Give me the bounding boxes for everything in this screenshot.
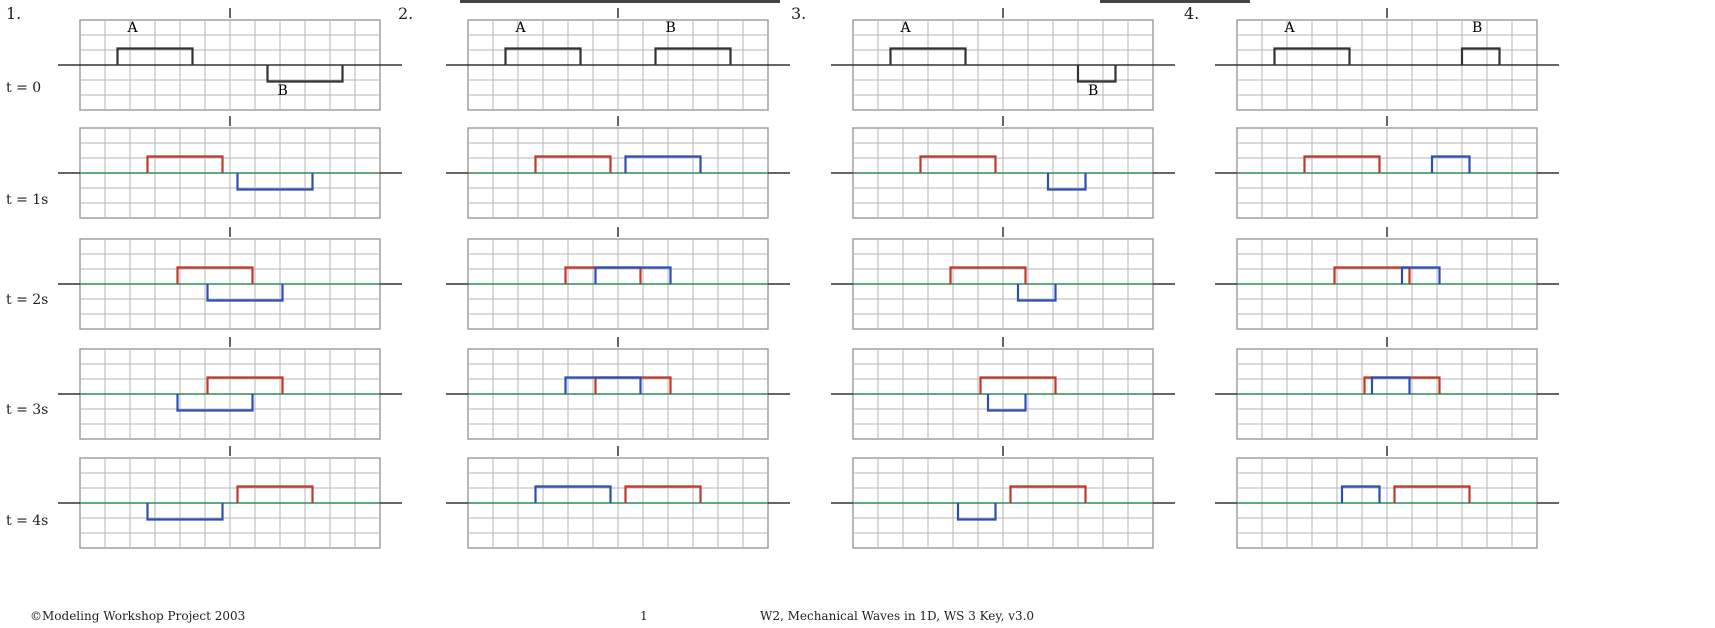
panel-4-t4-pulse-b [1340,485,1381,503]
panel-2-t0-label-a: A [515,20,527,36]
header-rule-right [1100,0,1250,3]
panel-4-t2-pulse-a [1333,266,1411,284]
panel-4-t0-label-b: B [1472,20,1482,36]
row-label-t0: t = 0 [6,80,42,96]
footer-course-info: W2, Mechanical Waves in 1D, WS 3 Key, v3… [760,609,1035,623]
panel-1-t1-pulse-b [236,173,314,191]
panel-1-t0-pulse-a [116,47,194,65]
panel-3-t1-pulse-a [919,155,997,173]
panel-1-t3-pulse-b [176,394,254,412]
panel-4-t4-pulse-a [1393,485,1471,503]
panel-3-t0-label-a: A [900,20,912,36]
column-number-2: 2. [398,4,414,23]
panel-3-t3-pulse-a [979,376,1057,394]
row-label-t1: t = 1s [6,192,49,208]
panel-3-t2-pulse-b [1016,284,1057,302]
panel-1-t4-pulse-a [236,485,314,503]
panel-4-t0-pulse-a [1273,47,1351,65]
row-label-t2: t = 2s [6,292,49,308]
panel-2-t4-pulse-a [624,485,702,503]
panel-1-t1-pulse-a [146,155,224,173]
panel-4-t1-pulse-a [1303,155,1381,173]
column-number-1: 1. [6,4,22,23]
panel-3-t4-pulse-a [1009,485,1087,503]
panel-1-t2-pulse-a [176,266,254,284]
panel-3-t1-pulse-b [1046,173,1087,191]
panel-1-t0-label-a: A [127,20,139,36]
panel-3-t0-pulse-b [1076,65,1117,83]
footer-copyright: ©Modeling Workshop Project 2003 [30,609,246,623]
panel-2-t1-pulse-b [624,155,702,173]
panel-2-t0-label-b: B [666,20,676,36]
panel-4-t3-pulse-b [1370,376,1411,394]
panel-3-t3-pulse-b [986,394,1027,412]
panel-2-t2-pulse-b [594,266,672,284]
panel-2-t0-pulse-a [504,47,582,65]
panel-1-t2-pulse-b [206,284,284,302]
panel-4-t0-pulse-b [1460,47,1501,65]
column-number-4: 4. [1184,4,1200,23]
header-rule-left [460,0,780,3]
panel-3-t0-label-b: B [1088,83,1098,99]
column-number-3: 3. [791,4,807,23]
footer-page-number: 1 [640,609,648,623]
panel-1-t4-pulse-b [146,503,224,521]
panel-3-t0-pulse-a [889,47,967,65]
panel-1-t0-pulse-b [266,65,344,83]
panel-3-t2-pulse-a [949,266,1027,284]
panel-2-t1-pulse-a [534,155,612,173]
row-label-t4: t = 4s [6,513,49,529]
panel-3-t4-pulse-b [956,503,997,521]
panel-4-t1-pulse-b [1430,155,1471,173]
panel-4-t2-pulse-b [1400,266,1441,284]
row-label-t3: t = 3s [6,402,49,418]
panel-2-t4-pulse-b [534,485,612,503]
panel-1-t3-pulse-a [206,376,284,394]
panel-2-t0-pulse-b [654,47,732,65]
panel-1-t0-label-b: B [278,83,288,99]
panel-4-t0-label-a: A [1284,20,1296,36]
panel-2-t3-pulse-b [564,376,642,394]
